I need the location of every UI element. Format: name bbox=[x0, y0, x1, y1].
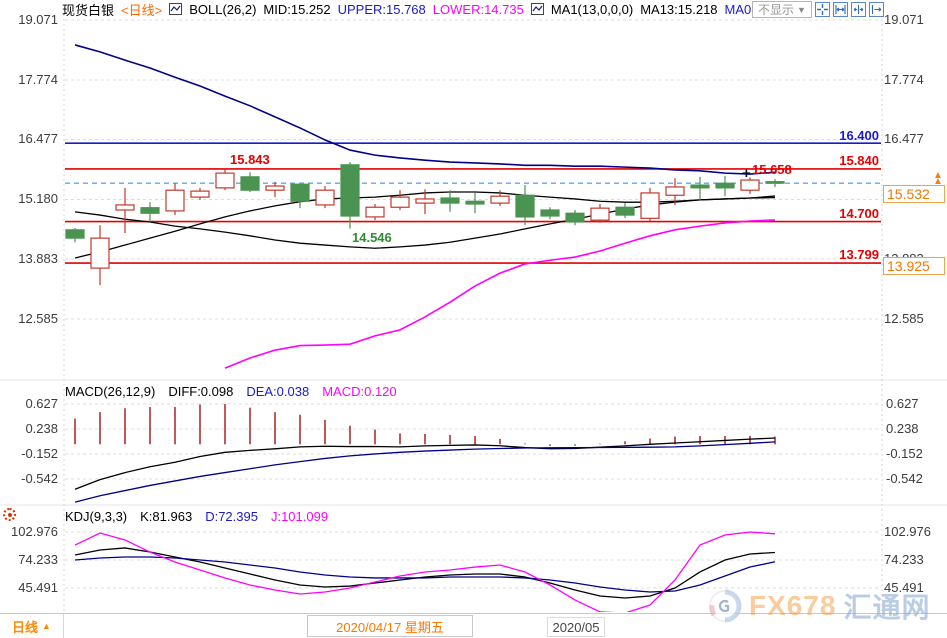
main-ytick-right: 12.585 bbox=[884, 311, 924, 326]
macd-ytick-right: 0.627 bbox=[886, 396, 919, 411]
period-selector[interactable]: 日线 ▲ bbox=[0, 614, 64, 638]
macd-dea-value: DEA:0.038 bbox=[246, 384, 310, 399]
crosshair-icon[interactable] bbox=[814, 2, 830, 17]
low-annotation: 14.546 bbox=[352, 230, 392, 245]
symbol-name: 现货白银 bbox=[62, 2, 115, 18]
chart-toolbar: 不显示 ▼ bbox=[752, 1, 884, 18]
boll-label: BOLL(26,2) bbox=[189, 1, 257, 17]
period-tag: <日线> bbox=[121, 2, 163, 18]
main-ytick-left: 12.585 bbox=[18, 311, 58, 326]
macd-ytick-right: -0.152 bbox=[886, 446, 923, 461]
macd-value: MACD:0.120 bbox=[322, 384, 397, 399]
high-annotation: 15.658 bbox=[752, 162, 792, 177]
kdj-ytick-right: 74.233 bbox=[884, 552, 924, 567]
main-ytick-right: 17.774 bbox=[884, 72, 924, 87]
kdj-ytick-left: 102.976 bbox=[11, 524, 58, 539]
main-ytick-left: 13.883 bbox=[18, 251, 58, 266]
main-ytick-left: 16.477 bbox=[18, 131, 58, 146]
kdj-j-value: J:101.099 bbox=[270, 509, 329, 524]
macd-header: MACD(26,12,9) DIFF:0.098 DEA:0.038 MACD:… bbox=[65, 384, 397, 399]
ma-label: MA1(13,0,0,0) bbox=[550, 1, 634, 17]
macd-ytick-right: -0.542 bbox=[886, 471, 923, 486]
macd-ytick-left: -0.152 bbox=[21, 446, 58, 461]
ma0-label: MA0 bbox=[724, 1, 752, 17]
expand-x-icon[interactable] bbox=[850, 2, 866, 17]
kdj-ytick-left: 45.491 bbox=[18, 580, 58, 595]
level-label-13799: 13.799 bbox=[839, 247, 879, 262]
main-ytick-right: 16.477 bbox=[884, 131, 924, 146]
chevron-down-icon: ▼ bbox=[797, 4, 806, 15]
chart-header: 现货白银 <日线> BOLL(26,2) MID:15.252 UPPER:15… bbox=[62, 1, 752, 18]
macd-ytick-left: 0.238 bbox=[25, 421, 58, 436]
main-ytick-right: 19.071 bbox=[884, 12, 924, 27]
main-ytick-left: 17.774 bbox=[18, 72, 58, 87]
main-ytick-left: 15.180 bbox=[18, 191, 58, 206]
level-label-15840: 15.840 bbox=[839, 153, 879, 168]
boll-upper-value: UPPER:15.768 bbox=[337, 1, 426, 17]
high-annotation: 15.843 bbox=[230, 152, 270, 167]
time-axis-bar: 日线 ▲ 2020/04/17 星期五 2020/05 bbox=[0, 613, 947, 638]
kdj-header: KDJ(9,3,3) K:81.963 D:72.395 J:101.099 bbox=[65, 509, 328, 524]
last-price-flag: 15.532 bbox=[883, 185, 945, 203]
triangle-up-icon: ▲ bbox=[42, 621, 51, 631]
kdj-k-value: K:81.963 bbox=[140, 509, 193, 524]
kdj-ytick-right: 102.976 bbox=[884, 524, 931, 539]
period-label: 日线 bbox=[12, 619, 39, 635]
indicator-chart-icon bbox=[169, 3, 183, 15]
boll-mid-value: MID:15.252 bbox=[263, 1, 331, 17]
macd-ytick-left: -0.542 bbox=[21, 471, 58, 486]
macd-ytick-right: 0.238 bbox=[886, 421, 919, 436]
pan-right-icon[interactable] bbox=[868, 2, 884, 17]
kdj-alert-icon bbox=[3, 508, 16, 521]
macd-title: MACD(26,12,9) bbox=[65, 384, 156, 399]
level-label-16400: 16.400 bbox=[839, 128, 879, 143]
kdj-ytick-left: 74.233 bbox=[18, 552, 58, 567]
date-axis-label: 2020/04/17 星期五 bbox=[307, 615, 473, 637]
kdj-d-value: D:72.395 bbox=[205, 509, 258, 524]
display-mode-dropdown[interactable]: 不显示 ▼ bbox=[752, 1, 812, 18]
cursor-cross-mark: + bbox=[742, 165, 751, 182]
kdj-title: KDJ(9,3,3) bbox=[65, 509, 128, 524]
macd-diff-value: DIFF:0.098 bbox=[168, 384, 234, 399]
dropdown-label: 不显示 bbox=[758, 2, 795, 17]
price-up-arrows-icon: ▲ ▲ bbox=[933, 170, 943, 187]
level-label-14700: 14.700 bbox=[839, 206, 879, 221]
main-ytick-left: 19.071 bbox=[18, 12, 58, 27]
kdj-ytick-right: 45.491 bbox=[884, 580, 924, 595]
ref-price-flag: 13.925 bbox=[883, 257, 945, 275]
boll-lower-value: LOWER:14.735 bbox=[432, 1, 524, 17]
month-axis-label: 2020/05 bbox=[547, 617, 605, 637]
macd-ytick-left: 0.627 bbox=[25, 396, 58, 411]
indicator-chart-icon bbox=[530, 3, 544, 15]
compress-x-icon[interactable] bbox=[832, 2, 848, 17]
ma13-value: MA13:15.218 bbox=[640, 1, 718, 17]
